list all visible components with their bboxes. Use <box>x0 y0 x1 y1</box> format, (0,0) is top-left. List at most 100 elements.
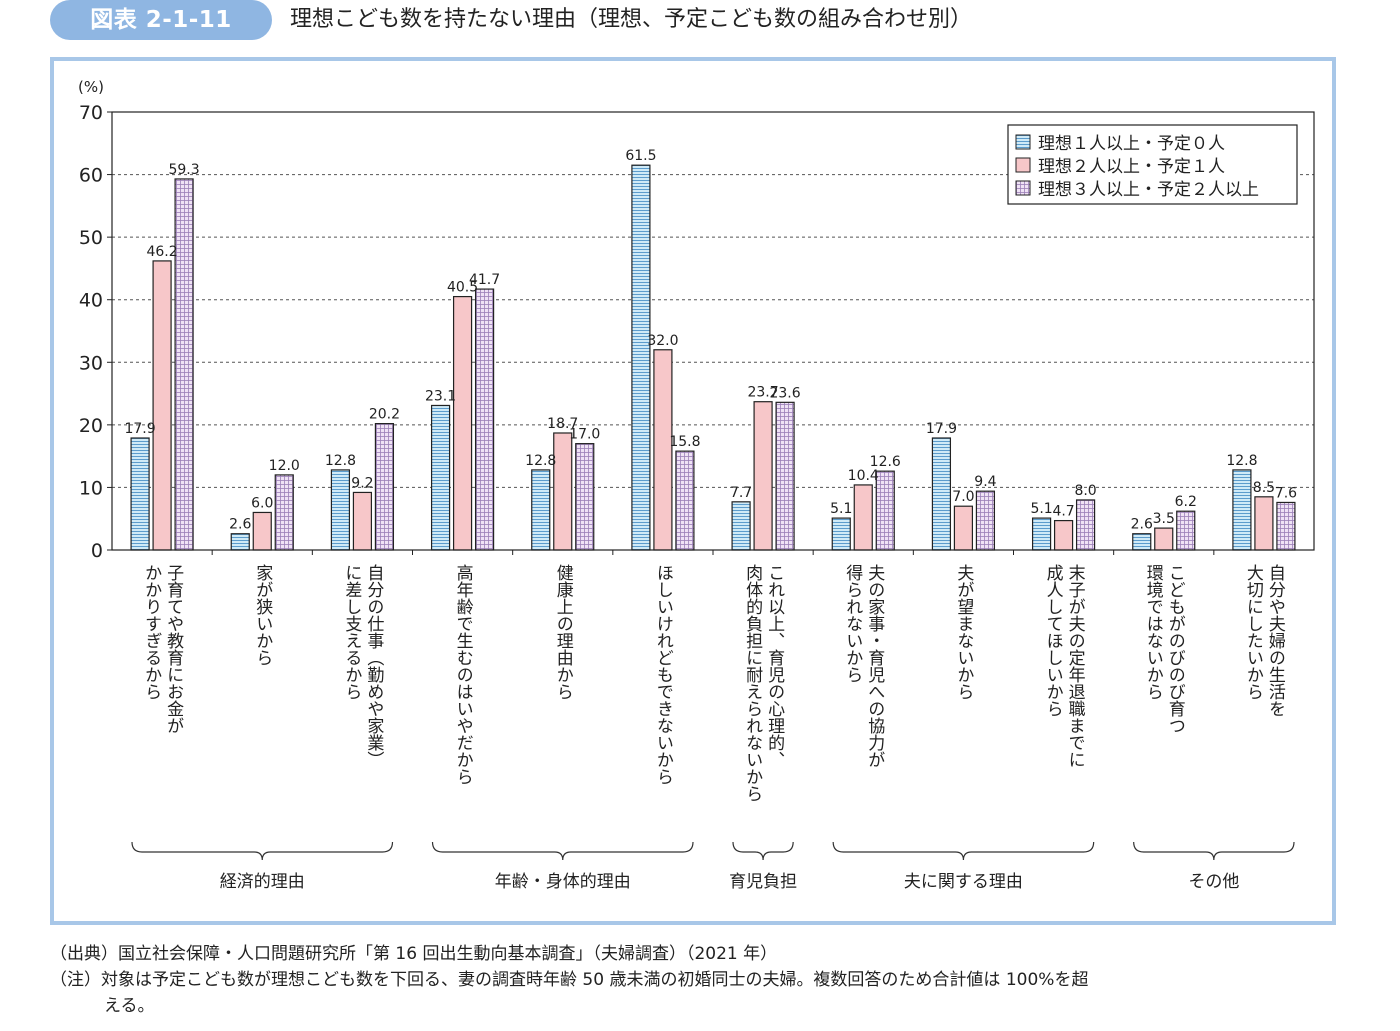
data-label: 4.7 <box>1052 504 1074 520</box>
data-label: 40.5 <box>447 280 478 296</box>
category-label: 大切にしたいから <box>1243 564 1264 700</box>
data-label: 61.5 <box>625 148 656 164</box>
category-label: 自分や夫婦の生活を <box>1265 564 1286 717</box>
category-label: こどもがのびのび育つ <box>1165 564 1185 734</box>
bar <box>775 401 795 551</box>
legend-label: 理想１人以上・予定０人 <box>1038 134 1225 154</box>
group-brace <box>732 841 794 861</box>
bar <box>452 295 473 551</box>
bar <box>152 260 172 551</box>
data-label: 17.9 <box>926 421 957 437</box>
category-label: 健康上の理由から <box>553 564 574 700</box>
category-label: 成人してほしいから <box>1043 564 1064 717</box>
data-label: 23.6 <box>769 385 800 401</box>
data-label: 9.2 <box>351 475 373 491</box>
bar <box>1075 499 1096 551</box>
bar <box>831 517 851 551</box>
data-label: 17.9 <box>124 421 155 437</box>
group-brace <box>1133 841 1295 861</box>
figure-number-badge: 図表 2-1-11 <box>50 0 272 40</box>
bar <box>575 443 595 551</box>
bar <box>931 437 952 551</box>
data-label: 8.0 <box>1074 483 1096 499</box>
data-labels: 17.946.259.32.66.012.0 12.89.220.223.140.… <box>124 148 1297 533</box>
category-label: かかりすぎるから <box>141 564 161 700</box>
bar <box>753 401 773 551</box>
data-label: 32.0 <box>647 333 678 349</box>
group-brace <box>431 841 694 861</box>
bar <box>474 288 495 551</box>
group-brace <box>832 841 1095 861</box>
bar <box>875 470 895 551</box>
bar <box>853 484 873 551</box>
category-label: 夫の家事・育児への協力が <box>864 564 885 768</box>
bar <box>531 469 551 551</box>
figure-footer: （出典）国立社会保障・人口問題研究所「第 16 回出生動向基本調査」（夫婦調査）… <box>50 941 1350 1019</box>
y-tick-label: 60 <box>79 165 103 187</box>
y-tick-label: 40 <box>79 290 103 312</box>
bars <box>130 164 1296 551</box>
category-label: に差し支えるから <box>341 564 362 700</box>
data-label: 3.5 <box>1153 511 1175 527</box>
bar <box>1176 510 1196 551</box>
y-tick-label: 70 <box>79 102 103 124</box>
remark-note: （注）対象は予定こども数が理想こども数を下回る、妻の調査時年齢 50 歳未満の初… <box>50 970 1089 990</box>
bar <box>953 505 974 551</box>
bar <box>1254 496 1274 551</box>
y-tick-label: 10 <box>79 477 103 499</box>
data-label: 18.7 <box>547 416 578 432</box>
data-label: 6.2 <box>1175 494 1197 510</box>
bar <box>731 501 751 551</box>
data-label: 5.1 <box>830 501 852 517</box>
bar <box>975 490 996 551</box>
bar <box>553 432 573 551</box>
bar <box>230 533 250 551</box>
data-label: 23.1 <box>425 388 456 404</box>
data-label: 23.7 <box>747 385 778 401</box>
plot-area <box>111 111 1315 555</box>
legend-label: 理想２人以上・予定１人 <box>1038 157 1225 177</box>
group-label: その他 <box>1188 872 1239 892</box>
category-label: 末子が夫の定年退職までに <box>1065 564 1086 768</box>
bar <box>374 423 395 551</box>
group-label: 年齢・身体的理由 <box>495 872 631 892</box>
bar <box>675 450 695 551</box>
bar <box>1154 527 1174 551</box>
figure-header: 図表 2-1-11 理想こども数を持たない理由（理想、予定こども数の組み合わせ別… <box>0 0 1400 44</box>
bar <box>352 491 373 551</box>
category-label: 肉体的負担に耐えられないから <box>742 564 763 802</box>
y-axis-unit-label: (%) <box>78 78 104 96</box>
legend-box <box>1007 124 1298 205</box>
data-label: 12.0 <box>269 458 300 474</box>
data-label: 5.1 <box>1030 501 1052 517</box>
bar <box>1232 469 1252 551</box>
category-label: 夫が望まないから <box>953 564 974 700</box>
bar <box>1031 517 1052 551</box>
remark-note-continuation: える。 <box>104 996 155 1016</box>
category-label: 家が狭いから <box>252 564 273 666</box>
legend-label: 理想３人以上・予定２人以上 <box>1038 180 1259 200</box>
y-tick-label: 50 <box>79 227 103 249</box>
data-label: 7.6 <box>1275 485 1297 501</box>
category-label: 高年齢で生むのはいやだから <box>453 564 474 785</box>
data-label: 12.6 <box>870 454 901 470</box>
data-label: 7.0 <box>952 489 974 505</box>
data-label: 15.8 <box>669 434 700 450</box>
bar <box>274 474 294 551</box>
y-tick-label: 0 <box>91 540 103 562</box>
data-label: 12.8 <box>1226 453 1257 469</box>
data-label: 59.3 <box>168 162 199 178</box>
data-label: 7.7 <box>730 485 752 501</box>
data-label: 41.7 <box>469 272 500 288</box>
category-label: 自分の仕事（勤めや家業） <box>363 564 384 768</box>
category-label: ほしいけれどもできないから <box>653 564 673 785</box>
group-label: 経済的理由 <box>220 872 305 892</box>
y-tick-label: 30 <box>79 352 103 374</box>
bar <box>252 511 272 551</box>
data-label: 12.8 <box>525 453 556 469</box>
category-label: 環境ではないから <box>1143 564 1164 700</box>
data-label: 8.5 <box>1253 480 1275 496</box>
